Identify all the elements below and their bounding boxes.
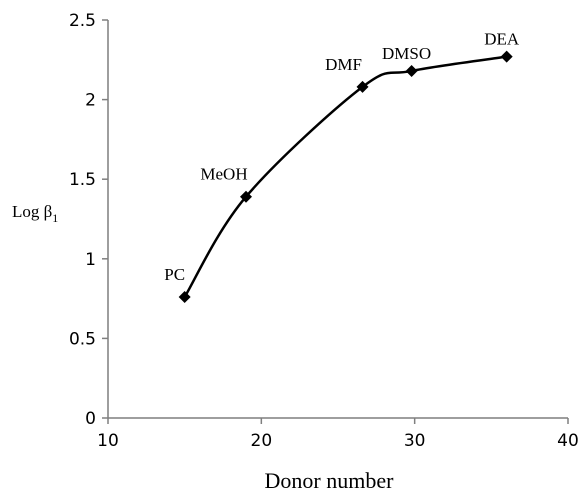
y-tick-label: 1.5 xyxy=(69,170,96,190)
data-point-label: MeOH xyxy=(200,165,247,184)
axes xyxy=(107,20,568,419)
x-tick-label: 20 xyxy=(251,431,273,451)
series xyxy=(178,50,513,304)
data-point-label: PC xyxy=(164,265,185,284)
data-point-marker xyxy=(240,190,252,203)
x-tick-label: 30 xyxy=(404,431,426,451)
data-point-label: DMF xyxy=(325,55,362,74)
x-axis-label: Donor number xyxy=(265,468,395,493)
y-tick-label: 2.5 xyxy=(69,11,96,31)
ticks: 0 0.5 1 1.5 2 2.5 10 20 30 40 xyxy=(69,11,579,451)
y-tick-label: 1 xyxy=(85,250,96,270)
data-point-marker xyxy=(405,64,418,77)
data-point-marker xyxy=(356,80,369,93)
y-axis-label-subscript: 1 xyxy=(52,211,58,225)
y-axis-label: Log β1 xyxy=(12,202,58,225)
x-tick-label: 40 xyxy=(557,431,579,451)
data-point-marker xyxy=(500,50,513,63)
series-line xyxy=(183,55,507,298)
x-tick-label: 10 xyxy=(97,431,119,451)
data-point-marker xyxy=(178,291,191,304)
y-axis-label-main: Log β xyxy=(12,202,52,221)
y-tick-label: 0.5 xyxy=(69,329,96,349)
point-labels: PC MeOH DMF DMSO DEA xyxy=(164,30,520,284)
y-tick-label: 2 xyxy=(85,91,96,111)
data-point-label: DMSO xyxy=(382,44,431,63)
data-point-label: DEA xyxy=(484,30,520,49)
y-tick-label: 0 xyxy=(85,409,96,429)
